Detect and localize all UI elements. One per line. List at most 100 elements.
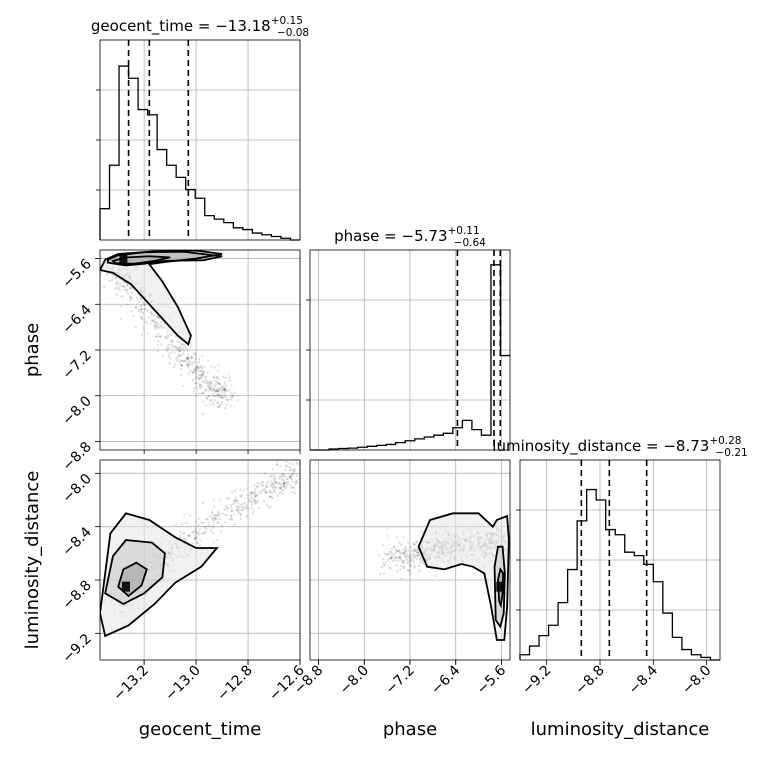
sample-point: [231, 502, 235, 506]
sample-point: [233, 391, 236, 394]
sample-point: [210, 511, 214, 515]
sample-point: [282, 481, 285, 485]
sample-point: [176, 340, 179, 344]
sample-point: [395, 556, 398, 559]
sample-point: [295, 461, 298, 464]
sample-point: [134, 325, 137, 329]
sample-point: [159, 335, 162, 339]
sample-point: [413, 547, 416, 551]
sample-point: [400, 564, 403, 568]
y-tick-label-luminosity-distance: −8.4: [59, 524, 94, 559]
sample-point: [211, 510, 214, 514]
sample-point: [218, 388, 221, 391]
title-phase: phase = −5.73+0.11 −0.64: [334, 225, 486, 249]
sample-point: [233, 498, 237, 501]
sample-point: [202, 373, 205, 376]
sample-point: [224, 504, 228, 508]
x-tick-label-geocent-time: −12.8: [214, 663, 256, 705]
sample-point: [409, 546, 412, 549]
sample-point: [203, 365, 206, 368]
sample-point: [211, 516, 214, 519]
sample-point: [222, 387, 226, 390]
sample-point: [378, 572, 382, 576]
sample-point: [200, 532, 204, 535]
sample-point: [210, 364, 213, 368]
sample-point: [157, 317, 160, 320]
sample-point: [271, 496, 275, 500]
sample-point: [197, 523, 200, 526]
sample-point: [403, 551, 406, 554]
sample-point: [246, 507, 250, 510]
sample-point: [275, 482, 278, 485]
sample-point: [194, 381, 197, 385]
sample-point: [387, 552, 391, 556]
sample-point: [139, 315, 143, 319]
sample-point: [255, 485, 259, 489]
sample-point: [280, 473, 284, 476]
sample-point: [252, 509, 255, 512]
sample-point: [231, 394, 235, 397]
sample-point: [195, 354, 198, 358]
sample-point: [199, 369, 203, 372]
sample-point: [205, 397, 209, 401]
sample-point: [180, 343, 184, 346]
sample-point: [415, 551, 419, 554]
density-peak: [496, 581, 505, 592]
sample-point: [278, 477, 281, 480]
sample-point: [223, 391, 226, 394]
sample-point: [269, 479, 272, 483]
sample-point: [397, 556, 401, 560]
sample-point: [194, 358, 197, 361]
sample-point: [223, 387, 226, 391]
sample-point: [180, 368, 183, 371]
sample-point: [190, 356, 194, 359]
sample-point: [392, 553, 396, 557]
sample-point: [395, 563, 399, 567]
sample-point: [257, 506, 261, 510]
sample-point: [140, 317, 143, 321]
sample-point: [119, 295, 122, 298]
sample-point: [276, 460, 279, 463]
sample-point: [218, 388, 222, 391]
sample-point: [202, 391, 205, 395]
sample-point: [248, 500, 251, 503]
sample-point: [223, 393, 226, 397]
sample-point: [398, 541, 401, 545]
density-peak: [119, 254, 128, 265]
sample-point: [193, 367, 196, 371]
sample-point: [207, 381, 210, 384]
sample-point: [195, 367, 199, 371]
sample-point: [301, 465, 303, 467]
sample-point: [207, 383, 210, 386]
sample-point: [261, 484, 264, 487]
sample-point: [249, 491, 252, 494]
sample-point: [238, 508, 241, 512]
sample-point: [179, 359, 183, 362]
sample-point: [389, 556, 392, 559]
sample-point: [187, 363, 191, 367]
sample-point: [229, 514, 233, 518]
sample-point: [211, 384, 214, 387]
sample-point: [199, 366, 202, 369]
sample-point: [410, 557, 413, 560]
sample-point: [393, 557, 396, 560]
sample-point: [212, 541, 215, 545]
sample-point: [156, 350, 160, 353]
sample-point: [276, 463, 279, 466]
sample-point: [198, 384, 202, 387]
y-tick-label-phase: −7.2: [59, 348, 94, 383]
sample-point: [248, 498, 251, 502]
sample-point: [185, 356, 189, 360]
sample-point: [212, 520, 216, 524]
sample-point: [281, 492, 284, 495]
sample-point: [230, 509, 234, 513]
sample-point: [390, 556, 394, 560]
sample-point: [118, 284, 122, 288]
sample-point: [130, 291, 133, 295]
sample-point: [212, 375, 215, 379]
sample-point: [410, 550, 413, 553]
sample-point: [262, 500, 266, 503]
sample-point: [193, 368, 197, 372]
sample-point: [171, 346, 174, 349]
sample-point: [290, 486, 294, 489]
